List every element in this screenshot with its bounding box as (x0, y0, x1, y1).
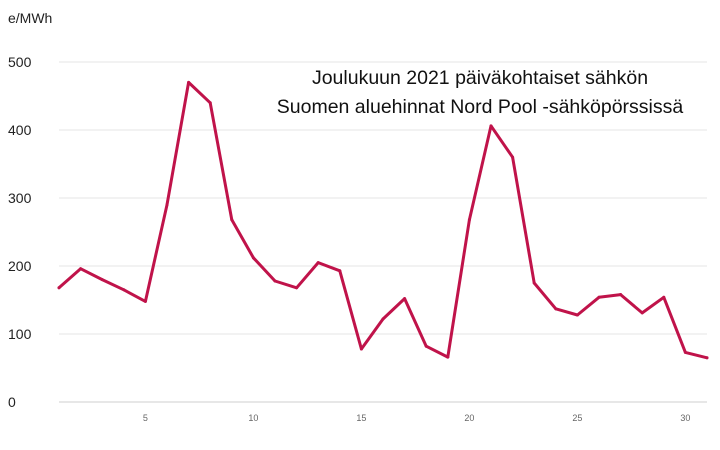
data-point (640, 311, 644, 315)
x-tick-label: 25 (572, 413, 582, 423)
y-tick-label: 300 (8, 190, 32, 206)
series-line-0 (57, 80, 709, 360)
chart-title-line-2: Suomen aluehinnat Nord Pool -sähköpörssi… (276, 96, 684, 118)
data-point (575, 313, 579, 317)
data-point (424, 344, 428, 348)
data-point (446, 355, 450, 359)
y-tick-label: 0 (8, 394, 16, 410)
x-tick-label: 5 (143, 413, 148, 423)
data-point (187, 80, 191, 84)
x-tick-label: 15 (356, 413, 366, 423)
x-tick-label: 30 (680, 413, 690, 423)
data-point (554, 307, 558, 311)
data-point (619, 293, 623, 297)
data-point (273, 279, 277, 283)
data-point (165, 203, 169, 207)
data-point (208, 101, 212, 105)
x-tick-label: 20 (464, 413, 474, 423)
data-point (230, 218, 234, 222)
series-group (57, 80, 709, 360)
data-point (251, 256, 255, 260)
y-tick-label: 500 (8, 54, 32, 70)
chart-title-line-1: Joulukuun 2021 päiväkohtaiset sähkön (311, 67, 649, 89)
chart-title: Joulukuun 2021 päiväkohtaiset sähkön Suo… (260, 64, 700, 122)
data-point (467, 218, 471, 222)
data-point (295, 286, 299, 290)
data-point (705, 356, 709, 360)
data-point (662, 295, 666, 299)
x-tick-labels: 5 10 15 20 25 30 (143, 413, 691, 423)
y-tick-labels: 0 100 200 300 400 500 (8, 54, 32, 410)
data-point (143, 299, 147, 303)
grid-lines (59, 61, 707, 403)
data-point (511, 155, 515, 159)
x-tick-label: 10 (248, 413, 258, 423)
data-point (100, 278, 104, 282)
y-tick-label: 100 (8, 326, 32, 342)
data-point (489, 124, 493, 128)
data-point (381, 317, 385, 321)
data-point (532, 281, 536, 285)
y-axis-label: e/MWh (8, 10, 53, 26)
data-point (597, 295, 601, 299)
y-tick-label: 400 (8, 122, 32, 138)
data-point (683, 350, 687, 354)
data-point (122, 288, 126, 292)
data-point (79, 267, 83, 271)
data-point (316, 261, 320, 265)
data-point (359, 347, 363, 351)
data-point (338, 269, 342, 273)
y-tick-label: 200 (8, 258, 32, 274)
data-point (57, 286, 61, 290)
data-point (403, 297, 407, 301)
